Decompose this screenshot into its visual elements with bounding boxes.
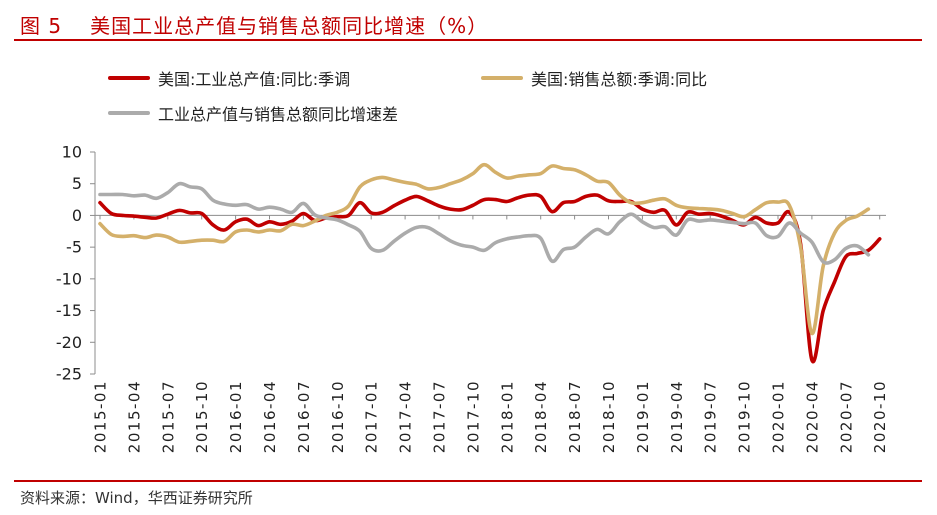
legend-label-output-sales-spread: 工业总产值与销售总额同比增速差: [158, 105, 399, 124]
legend-label-sales: 美国:销售总额:季调:同比: [531, 70, 708, 89]
x-tick-label: 2017-10: [464, 380, 482, 453]
x-tick-label: 2018-01: [498, 380, 516, 453]
legend-swatch-sales: [481, 76, 523, 80]
x-tick-label: 2020-01: [770, 380, 788, 453]
x-tick-label: 2016-01: [227, 380, 245, 453]
legend-item-output-sales-spread: 工业总产值与销售总额同比增速差: [108, 102, 398, 124]
source-divider: [14, 480, 922, 482]
y-tick-label: -20: [56, 333, 82, 352]
x-tick-label: 2015-04: [125, 380, 143, 453]
x-tick-label: 2015-07: [159, 380, 177, 453]
x-tick-label: 2017-07: [431, 380, 449, 453]
x-tick-label: 2019-04: [668, 380, 686, 453]
y-tick-label: -5: [66, 238, 82, 257]
x-tick-label: 2016-10: [329, 380, 347, 453]
legend-swatch-industrial-output: [108, 76, 150, 80]
y-tick-label: 10: [62, 143, 82, 162]
x-tick-label: 2018-04: [532, 380, 550, 453]
series-group: [98, 162, 882, 364]
x-tick-label: 2019-07: [702, 380, 720, 453]
figure-label: 图 5: [20, 13, 63, 38]
series-line-industrial-output: [98, 192, 882, 364]
x-tick-label: 2017-01: [363, 380, 381, 453]
x-tick-label: 2016-04: [261, 380, 279, 453]
x-tick-label: 2019-10: [736, 380, 754, 453]
legend-item-sales: 美国:销售总额:季调:同比: [481, 67, 707, 89]
series-line-sales: [98, 162, 871, 336]
x-tick-label: 2018-07: [566, 380, 584, 453]
x-tick-label: 2015-10: [193, 380, 211, 453]
y-tick-label: -25: [56, 365, 82, 384]
legend-swatch-output-sales-spread: [108, 111, 150, 115]
source-note: 资料来源：Wind，华西证券研究所: [20, 489, 253, 507]
x-tick-label: 2016-07: [295, 380, 313, 453]
y-tick-label: 0: [72, 206, 82, 225]
figure-title-text: 美国工业总产值与销售总额同比增速（%）: [90, 13, 489, 38]
x-tick-label: 2020-07: [837, 380, 855, 453]
x-tick-label: 2020-04: [803, 380, 821, 453]
x-tick-label: 2019-01: [634, 380, 652, 453]
series-line-output-sales-spread: [98, 181, 871, 265]
axes: 10 5 0 -5 -10 -15 -20 -25 2015-01 2015-04 2015-07 2…: [56, 143, 889, 454]
y-tick-label: -15: [56, 301, 82, 320]
x-tick-label: 2018-10: [600, 380, 618, 453]
x-tick-label: 2020-10: [871, 380, 889, 453]
legend-item-industrial-output: 美国:工业总产值:同比:季调: [108, 67, 350, 89]
title-divider: [14, 39, 922, 41]
x-tick-label: 2015-01: [92, 380, 110, 453]
figure-title: 图 5 美国工业总产值与销售总额同比增速（%）: [20, 10, 488, 38]
x-tick-label: 2017-04: [397, 380, 415, 453]
y-tick-label: -10: [56, 269, 82, 288]
y-tick-label: 5: [72, 174, 82, 193]
legend-label-industrial-output: 美国:工业总产值:同比:季调: [158, 70, 351, 89]
